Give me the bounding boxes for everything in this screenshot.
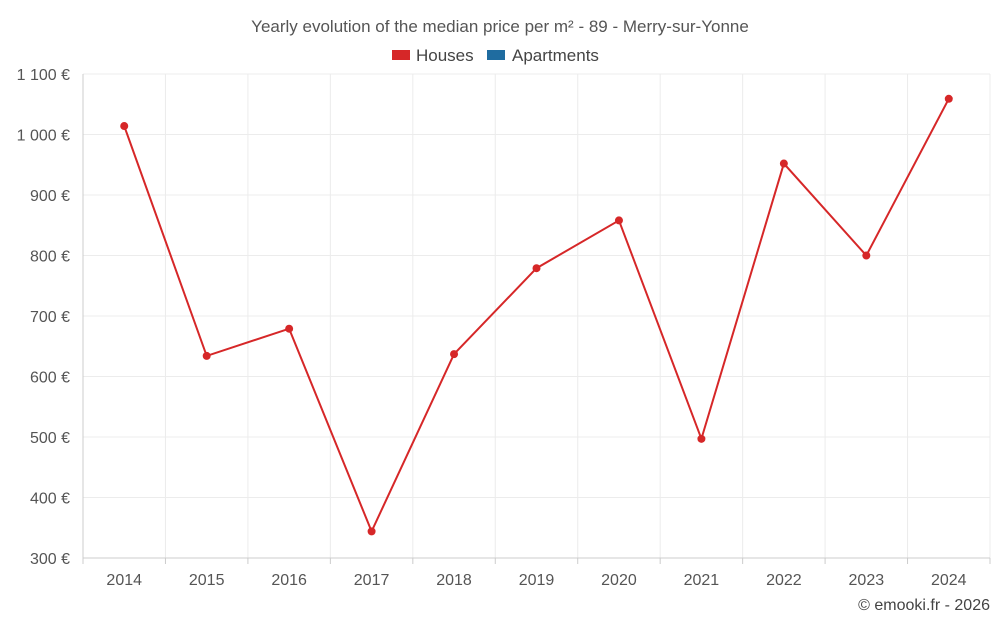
y-tick-label: 700 € bbox=[30, 309, 70, 326]
data-point-houses-2020[interactable] bbox=[614, 216, 623, 225]
x-tick-label: 2017 bbox=[354, 572, 390, 589]
x-axis-ticks: 2014 2015 2016 2017 2018 2019 2020 2021 2022 2023… bbox=[106, 572, 966, 589]
data-point-houses-2016[interactable] bbox=[285, 324, 294, 333]
x-tick-label: 2016 bbox=[271, 572, 307, 589]
y-tick-label: 1 100 € bbox=[17, 67, 70, 84]
legend-label-apartments[interactable]: Apartments bbox=[512, 46, 599, 65]
x-tick-label: 2019 bbox=[519, 572, 555, 589]
data-point-houses-2024[interactable] bbox=[944, 94, 953, 103]
data-point-houses-2017[interactable] bbox=[367, 527, 376, 536]
x-tick-label: 2020 bbox=[601, 572, 637, 589]
y-tick-label: 400 € bbox=[30, 491, 70, 508]
y-tick-label: 500 € bbox=[30, 430, 70, 447]
y-axis-ticks: 300 € 400 € 500 € 600 € 700 € 800 € 900 € 1 000… bbox=[17, 67, 70, 568]
x-tick-label: 2024 bbox=[931, 572, 967, 589]
x-tick-label: 2021 bbox=[684, 572, 720, 589]
x-tick-label: 2018 bbox=[436, 572, 472, 589]
data-point-houses-2019[interactable] bbox=[532, 264, 541, 273]
credit-text: © emooki.fr - 2026 bbox=[858, 597, 990, 614]
y-tick-label: 600 € bbox=[30, 370, 70, 387]
data-point-houses-2021[interactable] bbox=[697, 434, 706, 443]
data-point-houses-2023[interactable] bbox=[862, 251, 871, 260]
y-tick-label: 300 € bbox=[30, 551, 70, 568]
axes bbox=[82, 74, 991, 564]
data-point-houses-2015[interactable] bbox=[202, 351, 211, 360]
legend-swatch-apartments[interactable] bbox=[487, 50, 505, 60]
y-tick-label: 800 € bbox=[30, 249, 70, 266]
x-tick-label: 2015 bbox=[189, 572, 225, 589]
data-point-houses-2018[interactable] bbox=[450, 350, 459, 359]
legend-swatch-houses[interactable] bbox=[392, 50, 410, 60]
chart-title: Yearly evolution of the median price per… bbox=[251, 17, 749, 36]
x-tick-label: 2022 bbox=[766, 572, 802, 589]
y-tick-label: 1 000 € bbox=[17, 128, 70, 145]
x-tick-label: 2014 bbox=[106, 572, 142, 589]
series-houses bbox=[120, 94, 953, 536]
legend-label-houses[interactable]: Houses bbox=[416, 46, 474, 65]
x-tick-label: 2023 bbox=[849, 572, 885, 589]
data-point-houses-2014[interactable] bbox=[120, 122, 129, 131]
data-point-houses-2022[interactable] bbox=[779, 159, 788, 168]
legend: Houses Apartments bbox=[392, 46, 599, 65]
y-tick-label: 900 € bbox=[30, 188, 70, 205]
grid bbox=[82, 73, 991, 559]
